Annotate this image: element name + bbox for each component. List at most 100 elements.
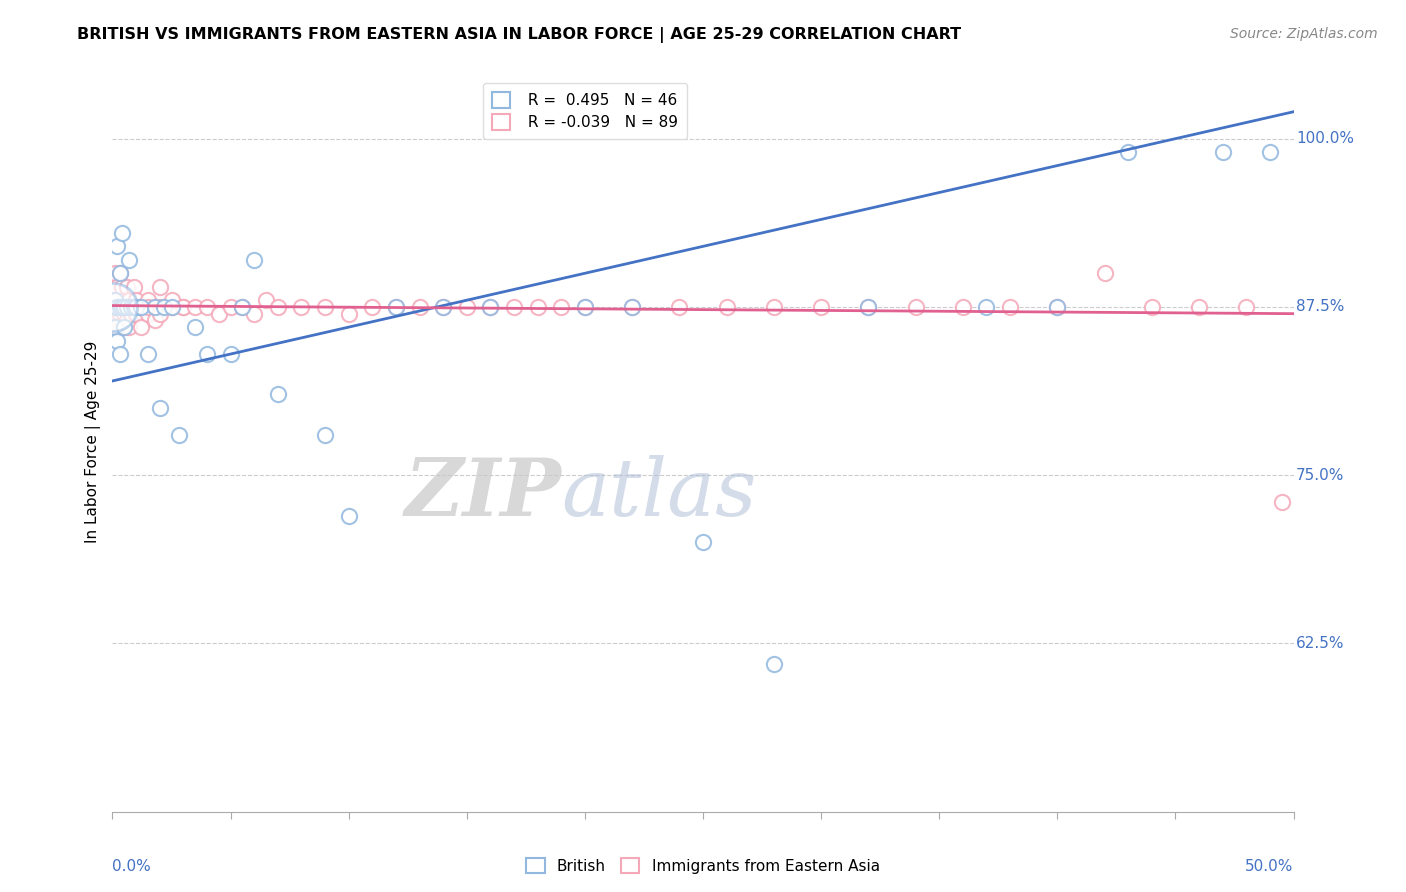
Point <box>104 300 127 314</box>
Point <box>858 300 880 314</box>
Text: 62.5%: 62.5% <box>1296 636 1344 651</box>
Point <box>111 300 134 314</box>
Point <box>149 279 172 293</box>
Point <box>105 279 128 293</box>
Point <box>692 535 714 549</box>
Point <box>998 300 1021 314</box>
Point <box>290 300 312 314</box>
Point <box>125 293 148 308</box>
Point <box>337 508 360 523</box>
Point <box>112 307 135 321</box>
Point <box>120 300 142 314</box>
Point <box>550 300 572 314</box>
Point <box>118 293 141 308</box>
Point <box>432 300 454 314</box>
Point <box>111 320 134 334</box>
Point <box>108 307 131 321</box>
Point <box>219 300 242 314</box>
Point <box>408 300 430 314</box>
Point <box>108 300 131 314</box>
Point <box>122 300 145 314</box>
Text: 87.5%: 87.5% <box>1296 300 1344 314</box>
Point <box>122 279 145 293</box>
Point <box>243 252 266 267</box>
Point <box>108 300 131 314</box>
Text: 0.0%: 0.0% <box>112 859 152 874</box>
Point <box>104 293 127 308</box>
Point <box>1188 300 1211 314</box>
Point <box>456 300 478 314</box>
Point <box>314 427 336 442</box>
Point <box>267 387 290 401</box>
Point <box>125 300 148 314</box>
Point <box>111 300 134 314</box>
Point <box>1046 300 1069 314</box>
Point <box>104 266 127 280</box>
Point <box>125 307 148 321</box>
Point <box>1094 266 1116 280</box>
Point <box>112 300 135 314</box>
Point <box>149 401 172 415</box>
Point <box>231 300 253 314</box>
Point <box>125 300 148 314</box>
Point <box>122 300 145 314</box>
Point <box>112 300 135 314</box>
Point <box>479 300 502 314</box>
Point <box>108 347 131 361</box>
Point <box>858 300 880 314</box>
Point <box>314 300 336 314</box>
Point <box>143 313 166 327</box>
Point <box>104 300 127 314</box>
Point <box>195 300 218 314</box>
Point <box>231 300 253 314</box>
Point <box>267 300 290 314</box>
Point <box>143 300 166 314</box>
Point <box>810 300 832 314</box>
Point <box>105 239 128 253</box>
Point <box>108 266 131 280</box>
Point <box>337 307 360 321</box>
Point <box>167 427 190 442</box>
Text: 50.0%: 50.0% <box>1246 859 1294 874</box>
Point <box>129 300 152 314</box>
Y-axis label: In Labor Force | Age 25-29: In Labor Force | Age 25-29 <box>86 341 101 542</box>
Point <box>111 279 134 293</box>
Point <box>108 320 131 334</box>
Point <box>108 300 131 314</box>
Point <box>184 320 207 334</box>
Point <box>115 300 138 314</box>
Point <box>976 300 998 314</box>
Point <box>104 320 127 334</box>
Point <box>112 320 135 334</box>
Point <box>952 300 974 314</box>
Legend:  R =  0.495   N = 46,  R = -0.039   N = 89: R = 0.495 N = 46, R = -0.039 N = 89 <box>482 83 688 139</box>
Point <box>104 307 127 321</box>
Point <box>136 307 159 321</box>
Point <box>762 657 785 671</box>
Point <box>153 300 176 314</box>
Point <box>104 293 127 308</box>
Text: atlas: atlas <box>561 455 756 533</box>
Point <box>105 334 128 348</box>
Point <box>160 293 183 308</box>
Point <box>385 300 408 314</box>
Point <box>1258 145 1281 160</box>
Point <box>243 307 266 321</box>
Point <box>105 293 128 308</box>
Point <box>104 320 127 334</box>
Point <box>129 300 152 314</box>
Point <box>112 300 135 314</box>
Point <box>219 347 242 361</box>
Point <box>120 300 142 314</box>
Point <box>105 307 128 321</box>
Text: ZIP: ZIP <box>405 455 561 533</box>
Point <box>361 300 384 314</box>
Point <box>108 266 131 280</box>
Point <box>149 307 172 321</box>
Point <box>479 300 502 314</box>
Point <box>112 293 135 308</box>
Point <box>120 307 142 321</box>
Point <box>118 252 141 267</box>
Point <box>172 300 194 314</box>
Point <box>136 300 159 314</box>
